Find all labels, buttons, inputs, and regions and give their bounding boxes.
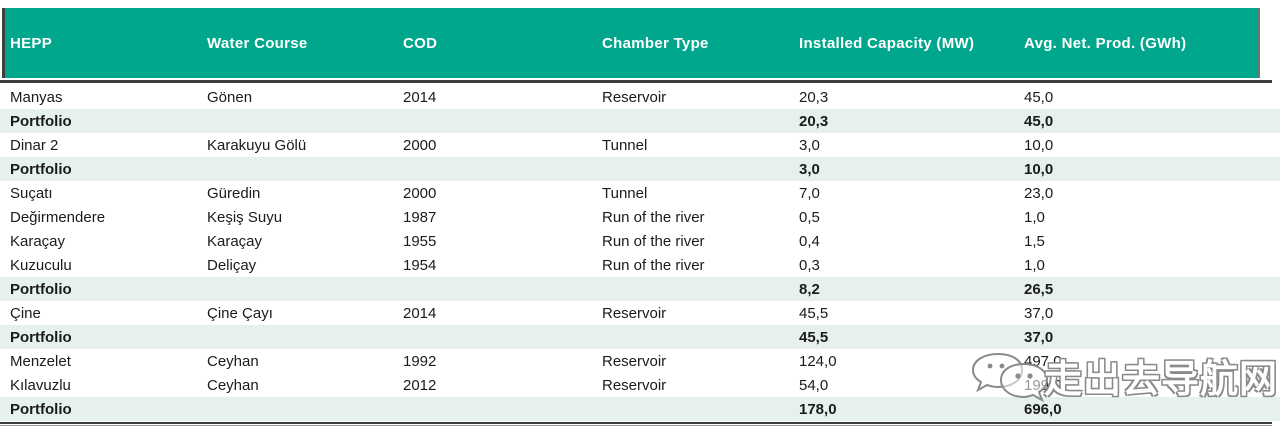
cell-water-course: Güredin: [207, 184, 261, 202]
portfolio-summary-row: Portfolio 178,0 696,0: [0, 397, 1280, 421]
column-header-water-course: Water Course: [207, 34, 308, 52]
cell-chamber-type: Run of the river: [602, 208, 705, 226]
cell-water-course: Gönen: [207, 88, 253, 106]
cell-hepp: Portfolio: [10, 328, 72, 346]
cell-hepp: Portfolio: [10, 400, 72, 418]
portfolio-summary-row: Portfolio 20,3 45,0: [0, 109, 1280, 133]
table-row: Suçatı Güredin 2000 Tunnel 7,0 23,0: [0, 181, 1280, 205]
cell-chamber-type: Reservoir: [602, 352, 667, 370]
cell-avg-net-prod: 45,0: [1024, 112, 1054, 130]
cell-chamber-type: Reservoir: [602, 304, 667, 322]
cell-water-course: Keşiş Suyu: [207, 208, 283, 226]
cell-chamber-type: Run of the river: [602, 232, 705, 250]
column-header-installed-capacity: Installed Capacity (MW): [799, 34, 975, 52]
cell-installed-capacity: 8,2: [799, 280, 820, 298]
cell-avg-net-prod: 696,0: [1024, 400, 1062, 418]
portfolio-summary-row: Portfolio 8,2 26,5: [0, 277, 1280, 301]
cell-chamber-type: Reservoir: [602, 376, 667, 394]
cell-water-course: Deliçay: [207, 256, 257, 274]
cell-avg-net-prod: 1,5: [1024, 232, 1045, 250]
cell-chamber-type: Run of the river: [602, 256, 705, 274]
cell-installed-capacity: 20,3: [799, 112, 829, 130]
cell-avg-net-prod: 45,0: [1024, 88, 1054, 106]
cell-hepp: Çine: [10, 304, 41, 322]
cell-installed-capacity: 3,0: [799, 136, 820, 154]
table-row: Kılavuzlu Ceyhan 2012 Reservoir 54,0 199,0: [0, 373, 1280, 397]
cell-cod: 2014: [403, 88, 437, 106]
cell-chamber-type: Reservoir: [602, 88, 667, 106]
cell-installed-capacity: 45,5: [799, 328, 829, 346]
cell-water-course: Ceyhan: [207, 352, 259, 370]
cell-cod: 2000: [403, 184, 437, 202]
cell-avg-net-prod: 10,0: [1024, 160, 1054, 178]
cell-installed-capacity: 20,3: [799, 88, 829, 106]
table-row: Değirmendere Keşiş Suyu 1987 Run of the riv…: [0, 205, 1280, 229]
cell-hepp: Karaçay: [10, 232, 66, 250]
cell-hepp: Portfolio: [10, 112, 72, 130]
table-row: Manyas Gönen 2014 Reservoir 20,3 45,0: [0, 85, 1280, 109]
cell-water-course: Çine Çayı: [207, 304, 273, 322]
table-row: Menzelet Ceyhan 1992 Reservoir 124,0 497,0: [0, 349, 1280, 373]
cell-installed-capacity: 0,5: [799, 208, 820, 226]
cell-cod: 2012: [403, 376, 437, 394]
cell-installed-capacity: 54,0: [799, 376, 829, 394]
cell-water-course: Karakuyu Gölü: [207, 136, 307, 154]
cell-chamber-type: Tunnel: [602, 136, 648, 154]
column-header-avg-net-prod: Avg. Net. Prod. (GWh): [1024, 34, 1187, 52]
cell-avg-net-prod: 37,0: [1024, 304, 1054, 322]
cell-avg-net-prod: 497,0: [1024, 352, 1062, 370]
table-row: Karaçay Karaçay 1955 Run of the river 0,4 1,5: [0, 229, 1280, 253]
cell-cod: 1987: [403, 208, 437, 226]
cell-avg-net-prod: 1,0: [1024, 256, 1045, 274]
cell-cod: 1955: [403, 232, 437, 250]
table-header: HEPP Water Course COD Chamber Type Insta…: [2, 8, 1260, 78]
portfolio-summary-row: Portfolio 3,0 10,0: [0, 157, 1280, 181]
cell-hepp: Kılavuzlu: [10, 376, 71, 394]
table-body: Manyas Gönen 2014 Reservoir 20,3 45,0 Portfoli…: [0, 85, 1280, 421]
cell-avg-net-prod: 199,0: [1024, 376, 1062, 394]
cell-hepp: Değirmendere: [10, 208, 106, 226]
table-row: Dinar 2 Karakuyu Gölü 2000 Tunnel 3,0 10,0: [0, 133, 1280, 157]
cell-hepp: Suçatı: [10, 184, 53, 202]
cell-installed-capacity: 45,5: [799, 304, 829, 322]
cell-avg-net-prod: 10,0: [1024, 136, 1054, 154]
cell-hepp: Manyas: [10, 88, 63, 106]
table-row: Çine Çine Çayı 2014 Reservoir 45,5 37,0: [0, 301, 1280, 325]
table-bottom-rule-shadow: [0, 425, 1272, 426]
cell-water-course: Karaçay: [207, 232, 263, 250]
column-header-hepp: HEPP: [10, 34, 53, 52]
cell-chamber-type: Tunnel: [602, 184, 648, 202]
column-header-chamber-type: Chamber Type: [602, 34, 709, 52]
cell-avg-net-prod: 26,5: [1024, 280, 1054, 298]
cell-hepp: Dinar 2: [10, 136, 59, 154]
cell-installed-capacity: 178,0: [799, 400, 837, 418]
cell-hepp: Menzelet: [10, 352, 71, 370]
cell-installed-capacity: 124,0: [799, 352, 837, 370]
header-divider-rule: [0, 80, 1272, 83]
cell-cod: 2000: [403, 136, 437, 154]
cell-installed-capacity: 0,3: [799, 256, 820, 274]
cell-avg-net-prod: 37,0: [1024, 328, 1054, 346]
cell-installed-capacity: 7,0: [799, 184, 820, 202]
cell-hepp: Kuzuculu: [10, 256, 72, 274]
cell-cod: 1954: [403, 256, 437, 274]
cell-avg-net-prod: 1,0: [1024, 208, 1045, 226]
cell-water-course: Ceyhan: [207, 376, 259, 394]
portfolio-summary-row: Portfolio 45,5 37,0: [0, 325, 1280, 349]
table-row: Kuzuculu Deliçay 1954 Run of the river 0,3 1,…: [0, 253, 1280, 277]
cell-hepp: Portfolio: [10, 160, 72, 178]
cell-cod: 2014: [403, 304, 437, 322]
column-header-cod: COD: [403, 34, 438, 52]
cell-avg-net-prod: 23,0: [1024, 184, 1054, 202]
cell-installed-capacity: 0,4: [799, 232, 820, 250]
cell-cod: 1992: [403, 352, 437, 370]
cell-hepp: Portfolio: [10, 280, 72, 298]
cell-installed-capacity: 3,0: [799, 160, 820, 178]
table-bottom-rule: [0, 422, 1272, 424]
